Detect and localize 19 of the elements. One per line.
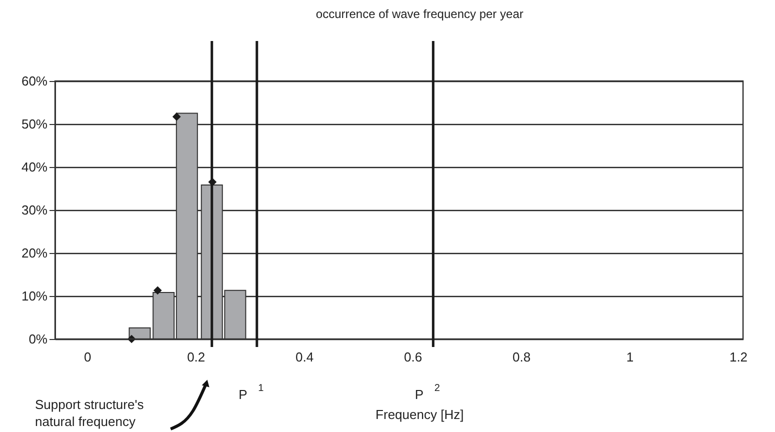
- x-tick-label: 1: [626, 350, 634, 364]
- point: [172, 112, 181, 121]
- y-tick-label: 50%: [21, 116, 48, 132]
- y-tick-label: 60%: [21, 74, 48, 88]
- text: Support structure's natural frequency: [35, 397, 144, 429]
- y-tick-label: 30%: [21, 202, 48, 218]
- y-tick-label: 40%: [21, 160, 48, 174]
- y-tick-label: 20%: [21, 246, 48, 260]
- y-tick-label: 0%: [28, 332, 48, 346]
- x-tick-label: 0.2: [187, 350, 206, 364]
- chart-title: occurrence of wave frequency per year: [316, 7, 524, 21]
- point: [153, 286, 162, 295]
- y-tick-label: 10%: [21, 288, 48, 304]
- x-axis-title: Frequency [Hz]: [376, 407, 464, 422]
- x-tick-label: 0: [84, 350, 92, 364]
- x-tick-label: 0.6: [404, 350, 422, 364]
- x-tick-label: 1.2: [729, 350, 748, 364]
- x-tick-label: 0.8: [512, 350, 531, 364]
- x-tick-label: 0.4: [296, 350, 314, 364]
